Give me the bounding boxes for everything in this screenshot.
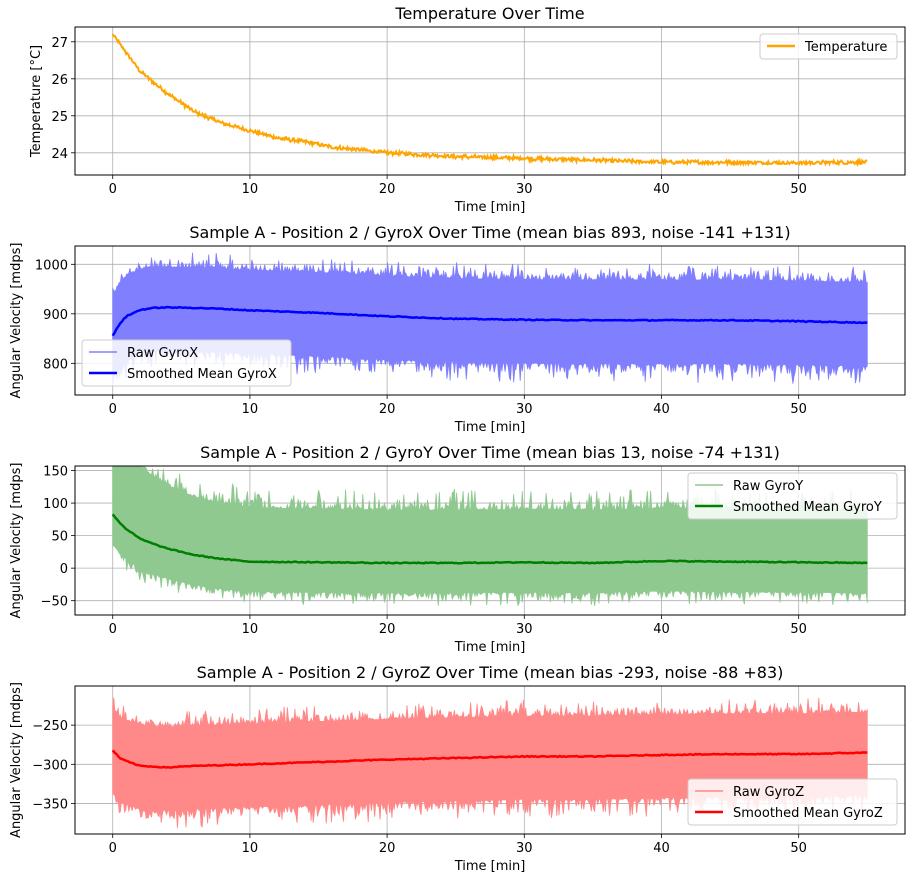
x-tick-label: 20: [379, 622, 396, 637]
legend-label: Smoothed Mean GyroX: [127, 367, 277, 382]
y-tick-label: −300: [32, 758, 68, 773]
y-tick-label: 150: [43, 465, 68, 480]
subplot-2: 0 10 20 30 40 50 800 900 1000 Sample A - Position…: [9, 223, 906, 435]
subplot-title: Sample A - Position 2 / GyroX Over Time …: [189, 223, 790, 242]
x-tick-label: 10: [242, 841, 259, 856]
smoothed-series-line: [111, 749, 868, 769]
smoothed-series-line: [111, 305, 868, 337]
x-axis-label: Time [min]: [454, 200, 526, 215]
x-tick-label: 50: [790, 622, 807, 637]
y-tick-label: −350: [32, 797, 68, 812]
x-tick-label: 30: [516, 182, 533, 197]
y-axis-label: Angular Velocity [mdps]: [9, 243, 24, 399]
y-tick-label: 0: [60, 562, 68, 577]
x-tick-label: 40: [653, 182, 670, 197]
raw-series-0: [112, 466, 868, 607]
y-axis-label: Angular Velocity [mdps]: [9, 463, 24, 619]
y-axis-label: Angular Velocity [mdps]: [9, 682, 24, 838]
legend-label: Raw GyroX: [127, 346, 198, 361]
legend-box: [759, 33, 898, 60]
x-tick-label: 10: [242, 622, 259, 637]
subplot-3: 0 10 20 30 40 50 −50 0 50 100 150 Sample A - Positi…: [9, 443, 906, 655]
legend: Raw GyroZ Smoothed Mean GyroZ: [687, 778, 898, 826]
legend: Temperature: [759, 33, 898, 60]
x-tick-label: 20: [379, 182, 396, 197]
plot-area: [111, 697, 868, 829]
x-tick-label: 30: [516, 841, 533, 856]
x-tick-label: 0: [109, 841, 117, 856]
x-tick-label: 10: [242, 402, 259, 417]
x-axis-label: Time [min]: [454, 640, 526, 655]
legend-label: Smoothed Mean GyroZ: [733, 806, 883, 821]
legend-label: Raw GyroZ: [733, 785, 804, 800]
plot-area: [111, 33, 868, 168]
y-tick-label: 800: [43, 357, 68, 372]
x-tick-label: 40: [653, 622, 670, 637]
y-axis-label: Temperature [°C]: [29, 45, 44, 158]
x-tick-label: 0: [109, 622, 117, 637]
x-tick-label: 50: [790, 841, 807, 856]
y-tick-label: 900: [43, 308, 68, 323]
y-tick-label: 1000: [35, 258, 68, 273]
y-tick-label: 50: [51, 530, 68, 545]
x-tick-label: 30: [516, 402, 533, 417]
legend: Raw GyroX Smoothed Mean GyroX: [81, 339, 292, 387]
legend-label: Temperature: [804, 40, 887, 55]
x-tick-label: 50: [790, 402, 807, 417]
legend-label: Smoothed Mean GyroY: [733, 500, 882, 515]
x-tick-label: 20: [379, 402, 396, 417]
x-tick-label: 10: [242, 182, 259, 197]
plot-area: [111, 466, 868, 607]
x-tick-label: 30: [516, 622, 533, 637]
axes-frame: [74, 685, 906, 835]
subplot-title: Sample A - Position 2 / GyroY Over Time …: [200, 443, 780, 462]
y-tick-label: 25: [51, 110, 68, 125]
plot-area: [111, 252, 868, 387]
y-tick-label: −250: [32, 719, 68, 734]
legend-box: [687, 472, 898, 520]
y-tick-label: 100: [43, 497, 68, 512]
y-tick-label: −50: [41, 595, 68, 610]
x-axis-label: Time [min]: [454, 859, 526, 874]
x-tick-label: 0: [109, 402, 117, 417]
y-tick-label: 24: [51, 147, 68, 162]
x-tick-label: 40: [653, 841, 670, 856]
y-tick-label: 27: [51, 36, 68, 51]
subplot-1: 0 10 20 30 40 50 24 25 26 27 Temperature Over Time…: [29, 4, 906, 215]
legend: Raw GyroY Smoothed Mean GyroY: [687, 472, 898, 520]
subplot-title: Sample A - Position 2 / GyroZ Over Time …: [197, 663, 784, 682]
legend-box: [687, 778, 898, 826]
subplot-4: 0 10 20 30 40 50 −350 −300 −250 Sample A - Positi…: [9, 663, 906, 874]
x-axis-label: Time [min]: [454, 420, 526, 435]
x-tick-label: 50: [790, 182, 807, 197]
axes-frame: [74, 245, 906, 396]
temperature-line: [111, 33, 868, 168]
smoothed-series-line: [111, 513, 868, 565]
axes-frame: [74, 465, 906, 616]
y-tick-label: 26: [51, 73, 68, 88]
legend-label: Raw GyroY: [733, 479, 803, 494]
legend-box: [81, 339, 292, 387]
subplot-title: Temperature Over Time: [394, 4, 584, 23]
axes-frame: [74, 26, 906, 176]
x-tick-label: 40: [653, 402, 670, 417]
x-tick-label: 0: [109, 182, 117, 197]
x-tick-label: 20: [379, 841, 396, 856]
